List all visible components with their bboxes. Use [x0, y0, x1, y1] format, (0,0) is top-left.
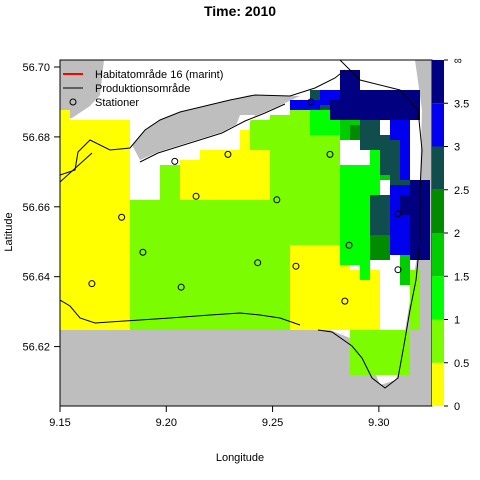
colorbar-band — [432, 189, 444, 233]
colorbar-band — [432, 146, 444, 190]
station-point — [273, 196, 281, 204]
production-area-line — [60, 152, 93, 183]
heatmap-cell — [400, 140, 410, 180]
x-tick-label: 9.25 — [262, 417, 283, 429]
heatmap-cell — [290, 100, 320, 110]
colorbar-tick-label: 0.5 — [454, 358, 469, 370]
coastline-north — [60, 69, 346, 176]
legend-label: Stationer — [95, 97, 139, 109]
legend: Habitatområde 16 (marint) Produktionsområ… — [63, 69, 223, 109]
y-tick-label: 56.68 — [22, 132, 50, 144]
colorbar-band — [432, 276, 444, 320]
heatmap-cell — [200, 150, 280, 160]
station-point — [224, 150, 232, 158]
station-point — [88, 280, 96, 288]
heatmap-cell — [410, 270, 420, 330]
heatmap-cell — [400, 195, 410, 215]
heatmap-cell — [350, 330, 410, 375]
heatmap-cell — [370, 195, 390, 235]
y-axis-label: Latitude — [3, 212, 15, 251]
colorbar-tick-label: 1.5 — [454, 271, 469, 283]
heatmap-cell — [330, 100, 340, 120]
heatmap-cell — [270, 115, 340, 245]
land-peninsula — [132, 95, 300, 160]
station-point — [341, 297, 349, 305]
plot-area — [59, 59, 433, 407]
legend-label: Habitatområde 16 (marint) — [95, 69, 223, 81]
y-axis: 56.62 56.64 56.66 56.68 56.70 — [22, 62, 60, 354]
x-tick-label: 9.30 — [368, 417, 389, 429]
station-point — [171, 157, 179, 165]
colorbar-tick-label: 3.5 — [454, 98, 469, 110]
colorbar-tick-label: 3 — [454, 142, 460, 154]
heatmap-cell — [250, 120, 270, 150]
colorbar-band — [432, 103, 444, 147]
heatmap-cell — [340, 70, 360, 90]
heatmap-cell — [400, 255, 410, 285]
station-point — [307, 98, 315, 106]
colorbar-band — [432, 60, 444, 104]
station-point — [139, 248, 147, 256]
station-point — [118, 213, 126, 221]
heatmap-cell — [390, 120, 410, 140]
colorbar-band — [432, 362, 444, 406]
station-point — [192, 192, 200, 200]
station-point — [254, 259, 262, 267]
colorbar: 0 0.5 1 1.5 2 2.5 3 3.5 ∞ — [432, 55, 469, 413]
x-tick-label: 9.15 — [49, 417, 70, 429]
x-axis: 9.15 9.20 9.25 9.30 — [49, 406, 390, 429]
station-point — [345, 241, 353, 249]
colorbar-band — [432, 233, 444, 277]
x-axis-label: Longitude — [216, 452, 264, 464]
station-point — [292, 262, 300, 270]
coastline-east — [317, 60, 423, 389]
heatmap-cell — [360, 260, 370, 280]
y-tick-label: 56.70 — [22, 62, 50, 74]
coastline-peninsula — [139, 103, 286, 163]
heatmap-cell — [350, 125, 360, 140]
station-point — [177, 283, 185, 291]
colorbar-tick-label: ∞ — [454, 55, 462, 67]
heatmap-cell — [160, 165, 180, 200]
x-tick-label: 9.20 — [156, 417, 177, 429]
legend-circle-icon — [69, 98, 77, 106]
heatmap-cell — [360, 120, 380, 150]
colorbar-tick-label: 0 — [454, 401, 460, 413]
heatmap-cell — [60, 120, 130, 330]
colorbar-band — [432, 319, 444, 363]
colorbar-tick-label: 2.5 — [454, 185, 469, 197]
station-point — [394, 266, 402, 274]
heatmap-cell — [340, 90, 420, 120]
colorbar-tick-label: 2 — [454, 228, 460, 240]
y-tick-label: 56.64 — [22, 272, 50, 284]
chart-title: Time: 2010 — [204, 3, 276, 19]
legend-label: Produktionsområde — [95, 83, 190, 95]
colorbar-tick-label: 1 — [454, 315, 460, 327]
station-point — [326, 150, 334, 158]
y-tick-label: 56.66 — [22, 202, 50, 214]
heatmap-cell — [340, 165, 370, 265]
station-point — [394, 210, 402, 218]
heatmap-cell — [370, 230, 390, 260]
y-tick-label: 56.62 — [22, 342, 50, 354]
heatmap-cell — [60, 110, 70, 160]
coastline-south — [60, 299, 301, 326]
